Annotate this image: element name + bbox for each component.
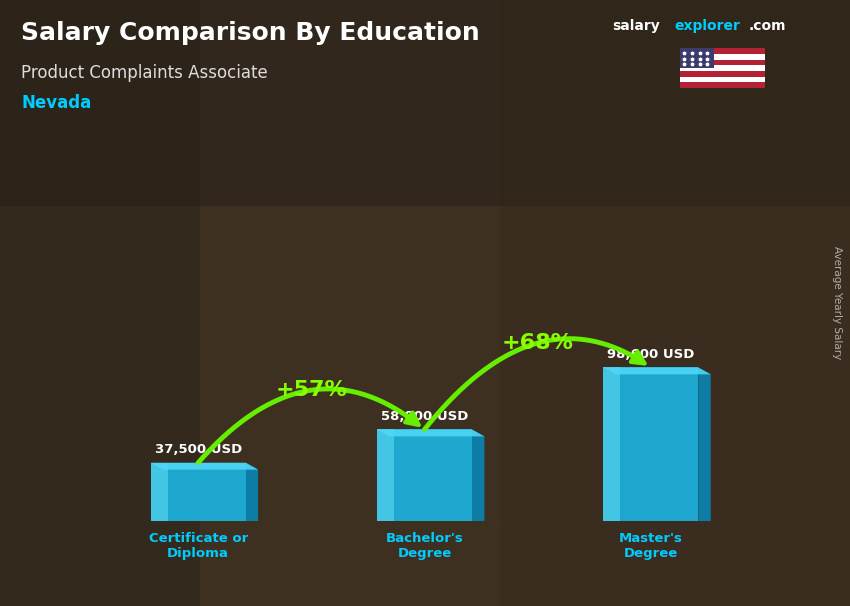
Bar xyxy=(680,82,765,88)
Polygon shape xyxy=(150,463,167,521)
Polygon shape xyxy=(246,463,258,528)
Polygon shape xyxy=(604,367,711,375)
Bar xyxy=(680,60,765,65)
Bar xyxy=(680,48,714,68)
Bar xyxy=(680,76,765,82)
Polygon shape xyxy=(604,367,698,521)
Text: Average Yearly Salary: Average Yearly Salary xyxy=(832,247,842,359)
Text: Nevada: Nevada xyxy=(21,94,92,112)
Bar xyxy=(680,48,765,54)
Bar xyxy=(0,0,850,206)
Polygon shape xyxy=(150,463,258,470)
Bar xyxy=(0,0,200,606)
Bar xyxy=(500,0,850,606)
Text: salary: salary xyxy=(612,19,660,33)
Bar xyxy=(680,65,765,71)
Text: 58,800 USD: 58,800 USD xyxy=(381,410,468,422)
Text: Salary Comparison By Education: Salary Comparison By Education xyxy=(21,21,480,45)
Text: +57%: +57% xyxy=(275,380,348,400)
Polygon shape xyxy=(472,430,484,528)
Polygon shape xyxy=(698,367,711,528)
Text: 37,500 USD: 37,500 USD xyxy=(155,443,241,456)
Text: Product Complaints Associate: Product Complaints Associate xyxy=(21,64,268,82)
Polygon shape xyxy=(604,367,620,521)
Text: explorer: explorer xyxy=(674,19,740,33)
Text: 98,600 USD: 98,600 USD xyxy=(607,347,694,361)
Polygon shape xyxy=(377,430,394,521)
Bar xyxy=(680,54,765,60)
Polygon shape xyxy=(377,430,472,521)
Polygon shape xyxy=(377,430,484,436)
Text: +68%: +68% xyxy=(502,333,574,353)
Bar xyxy=(680,71,765,76)
Text: .com: .com xyxy=(749,19,786,33)
Polygon shape xyxy=(150,463,246,521)
